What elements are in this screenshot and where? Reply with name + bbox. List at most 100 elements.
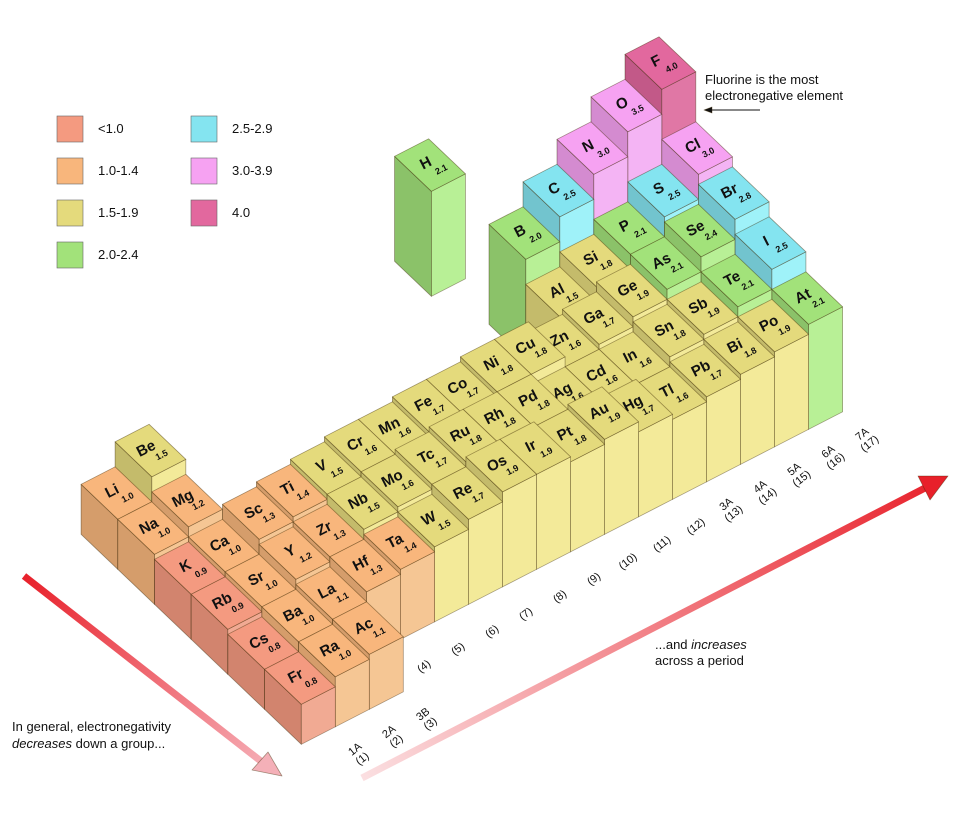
note-emphasis: increases [691, 637, 747, 652]
block-front-face [638, 413, 673, 518]
group-label: (8) [551, 588, 569, 606]
block-label: Ag1.6 [549, 379, 585, 405]
block-top-face [590, 78, 663, 133]
group-label: 3A(13) [717, 495, 745, 524]
element-symbol: Sc [241, 500, 265, 523]
block-top-face [556, 121, 629, 175]
legend-label: 4.0 [232, 205, 250, 220]
element-symbol: Pb [689, 357, 714, 381]
group-label: (5) [449, 640, 467, 658]
block-front-face [468, 501, 504, 605]
group-label: (12) [685, 516, 708, 538]
fluorine-note: Fluorine is the most electronegative ele… [703, 72, 843, 114]
group-label-line: (4) [415, 658, 433, 676]
group-label: 6A(16) [819, 443, 847, 472]
group-label-line: (6) [483, 623, 501, 641]
down-arrowhead [251, 751, 283, 777]
legend-label: <1.0 [98, 121, 124, 136]
note-text: down a group... [76, 736, 166, 751]
legend-label: 2.5-2.9 [232, 121, 272, 136]
element-symbol: As [649, 249, 674, 273]
block-top-face [465, 438, 537, 493]
note-arrowhead [703, 106, 713, 114]
block-top-face [703, 321, 775, 375]
legend: <1.0 1.0-1.4 1.5-1.9 2.0-2.4 2.5-2.9 3.0-3.9 4… [56, 115, 272, 269]
legend-swatch [190, 199, 218, 227]
element-symbol: Cr [344, 432, 367, 455]
block-front-face [740, 356, 775, 465]
element-symbol: Te [721, 267, 743, 290]
group-label: 4A(14) [751, 478, 779, 507]
legend-swatch [56, 157, 84, 185]
block-top-face [332, 601, 404, 655]
block-top-face [329, 538, 402, 593]
note-text: ...and [655, 637, 688, 652]
note-text: ...and increases [655, 637, 747, 652]
block-top-face [298, 623, 370, 678]
down-arrow [21, 573, 265, 765]
group-label-line: (7) [517, 605, 535, 623]
across-note: ...and increases across a period [655, 637, 747, 668]
block-top-face [698, 166, 770, 220]
legend-label: 3.0-3.9 [232, 163, 272, 178]
block-top-face [431, 466, 504, 520]
block-top-face [771, 271, 843, 325]
block-top-face [624, 36, 697, 90]
block-label: Sb1.9 [686, 294, 722, 319]
element-block: Fr0.8 [264, 651, 336, 745]
note-text: In general, electronegativity [12, 719, 171, 734]
block-label: Cs0.8 [247, 629, 283, 654]
group-label: (9) [585, 570, 603, 588]
down-note: In general, electronegativity decreases … [12, 719, 171, 751]
block-front-face [570, 443, 605, 553]
group-label-line: (9) [585, 570, 603, 588]
note-text: across a period [655, 653, 744, 668]
block-top-face [394, 138, 466, 192]
element-symbol: Al [546, 280, 567, 302]
element-symbol: Fe [412, 392, 435, 415]
element-symbol: Si [581, 248, 601, 270]
element-symbol: Pt [554, 423, 575, 445]
element-symbol: Cl [682, 135, 703, 157]
note-text: electronegative element [705, 88, 843, 103]
element-symbol: At [792, 285, 814, 307]
element-symbol: La [315, 579, 339, 602]
block-top-face [363, 516, 436, 570]
legend-swatch [56, 199, 84, 227]
element-symbol: Ac [351, 614, 376, 638]
block-label: Te2.1 [721, 267, 755, 292]
block-top-face [661, 121, 733, 175]
across-arrow [360, 484, 927, 782]
note-emphasis: decreases [12, 736, 72, 751]
block-top-face [114, 423, 187, 478]
legend-swatch [56, 115, 84, 143]
element-symbol: Sr [245, 568, 267, 590]
element-symbol: Sn [652, 317, 677, 341]
block-top-face [737, 298, 809, 353]
element-symbol: Be [134, 437, 159, 461]
group-label: 1A(1) [346, 740, 371, 768]
element-symbol: Fr [285, 665, 306, 687]
legend-label: 2.0-2.4 [98, 247, 138, 262]
block-front-face [808, 306, 843, 430]
block-front-face [502, 473, 537, 588]
group-label-line: (5) [449, 640, 467, 658]
group-label: 3B(3) [414, 706, 439, 733]
block-top-face [488, 206, 561, 260]
across-arrowhead [917, 475, 949, 501]
legend-swatch [190, 157, 218, 185]
element-symbol: Zr [314, 518, 335, 540]
element-symbol: Br [718, 180, 741, 203]
element-blocks: H2.1F 4.0O3.5N3.0C2.5B2.0Be1.5Li1.0Cl3.0S… [80, 36, 843, 745]
element-symbol: Pd [516, 387, 541, 411]
group-label: 7A(17) [853, 425, 881, 454]
group-label: 2A(2) [380, 723, 405, 751]
legend-swatch [190, 115, 218, 143]
element-symbol: Zn [548, 327, 572, 350]
legend-swatch [56, 241, 84, 269]
element-symbol: Bi [724, 335, 745, 357]
group-label: (6) [483, 623, 501, 641]
block-top-face [669, 343, 741, 398]
